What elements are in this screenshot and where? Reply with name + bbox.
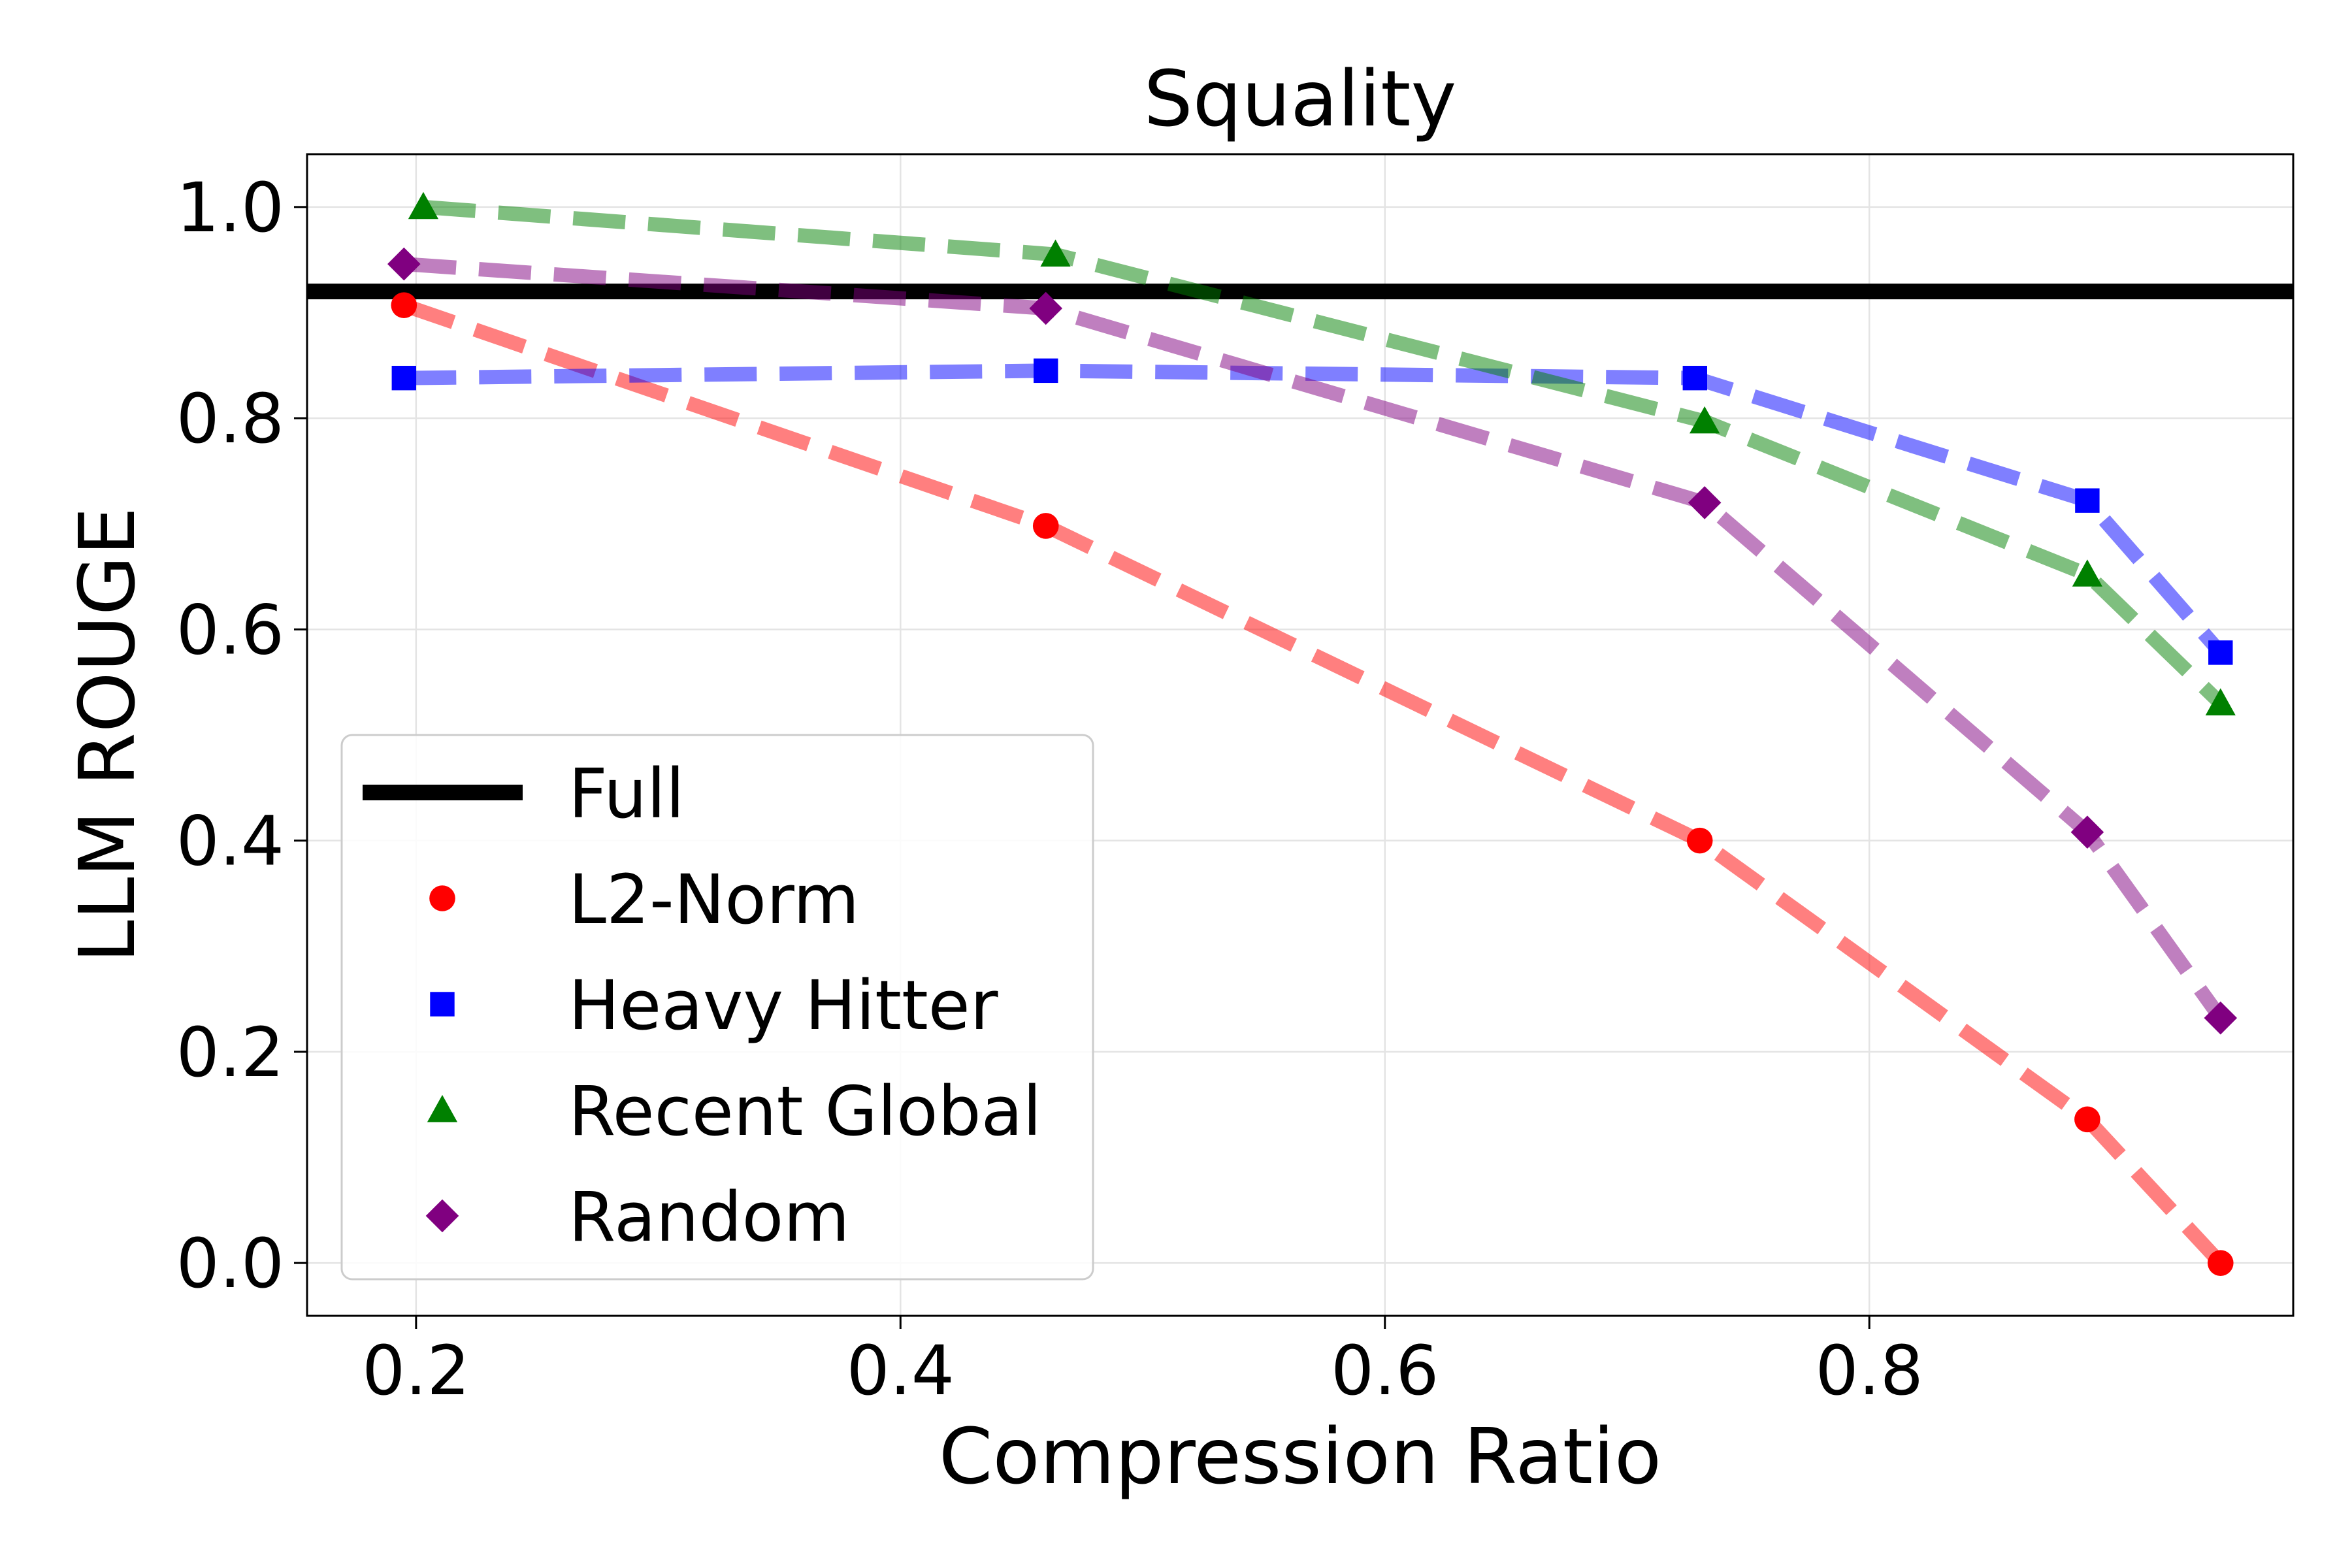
data-point-recent-global (1690, 406, 1720, 434)
legend-marker-recent-global (427, 1094, 458, 1122)
series-line-random (403, 257, 2227, 1022)
data-point-l2-norm (1032, 513, 1059, 539)
data-point-l2-norm (2074, 1106, 2100, 1133)
data-point-l2-norm (1686, 827, 1713, 854)
legend-box (340, 734, 1094, 1281)
data-point-random (2070, 815, 2104, 849)
legend-label-recent-global: Recent Global (568, 1071, 1041, 1151)
data-point-random (387, 247, 421, 281)
data-point-random (1029, 291, 1063, 325)
data-point-recent-global (408, 191, 439, 220)
legend-label-heavy-hitter: Heavy Hitter (568, 966, 998, 1045)
chart-title: Squality (1144, 54, 1457, 144)
y-axis-label: LLM ROUGE (62, 507, 152, 963)
legend-label-l2-norm: L2-Norm (568, 860, 859, 939)
data-point-heavy-hitter (2075, 488, 2100, 513)
data-point-random (2204, 1001, 2238, 1035)
y-tick-label: 0.2 (176, 1013, 284, 1092)
data-point-heavy-hitter (391, 365, 416, 391)
x-tick-label: 0.2 (362, 1331, 470, 1411)
x-tick-label: 0.8 (1816, 1331, 1923, 1411)
data-point-recent-global (1040, 239, 1071, 267)
y-tick-label: 0.4 (176, 802, 284, 881)
legend-label-full: Full (568, 754, 685, 834)
legend-marker-l2-norm (429, 885, 455, 911)
data-point-heavy-hitter (1034, 358, 1058, 384)
legend-label-random: Random (568, 1177, 850, 1257)
legend: Full L2-Norm Heavy Hitter Recent Global Rand… (340, 734, 1094, 1281)
x-tick-label: 0.4 (847, 1331, 955, 1411)
y-tick-label: 1.0 (176, 168, 284, 248)
data-point-l2-norm (391, 292, 417, 318)
y-ticks: 0.0 0.2 0.4 0.6 0.8 1.0 (176, 168, 307, 1303)
data-point-recent-global (2072, 559, 2102, 587)
legend-marker-heavy-hitter (430, 992, 455, 1017)
series-layer (387, 191, 2238, 1276)
legend-marker-random (425, 1199, 459, 1233)
plot-frame (306, 153, 2295, 1317)
x-ticks: 0.2 0.4 0.6 0.8 (362, 1316, 1923, 1411)
y-tick-label: 0.8 (176, 379, 284, 459)
data-point-heavy-hitter (1682, 365, 1707, 391)
data-point-l2-norm (2207, 1250, 2234, 1276)
data-point-heavy-hitter (2208, 640, 2233, 665)
x-tick-label: 0.6 (1331, 1331, 1439, 1411)
data-point-recent-global (2205, 688, 2236, 715)
data-point-random (1688, 486, 1722, 519)
y-tick-label: 0.0 (176, 1224, 284, 1303)
legend-items: Full L2-Norm Heavy Hitter Recent Global Rand… (363, 754, 1041, 1257)
x-axis-label: Compression Ratio (939, 1411, 1661, 1501)
y-tick-label: 0.6 (176, 590, 284, 670)
